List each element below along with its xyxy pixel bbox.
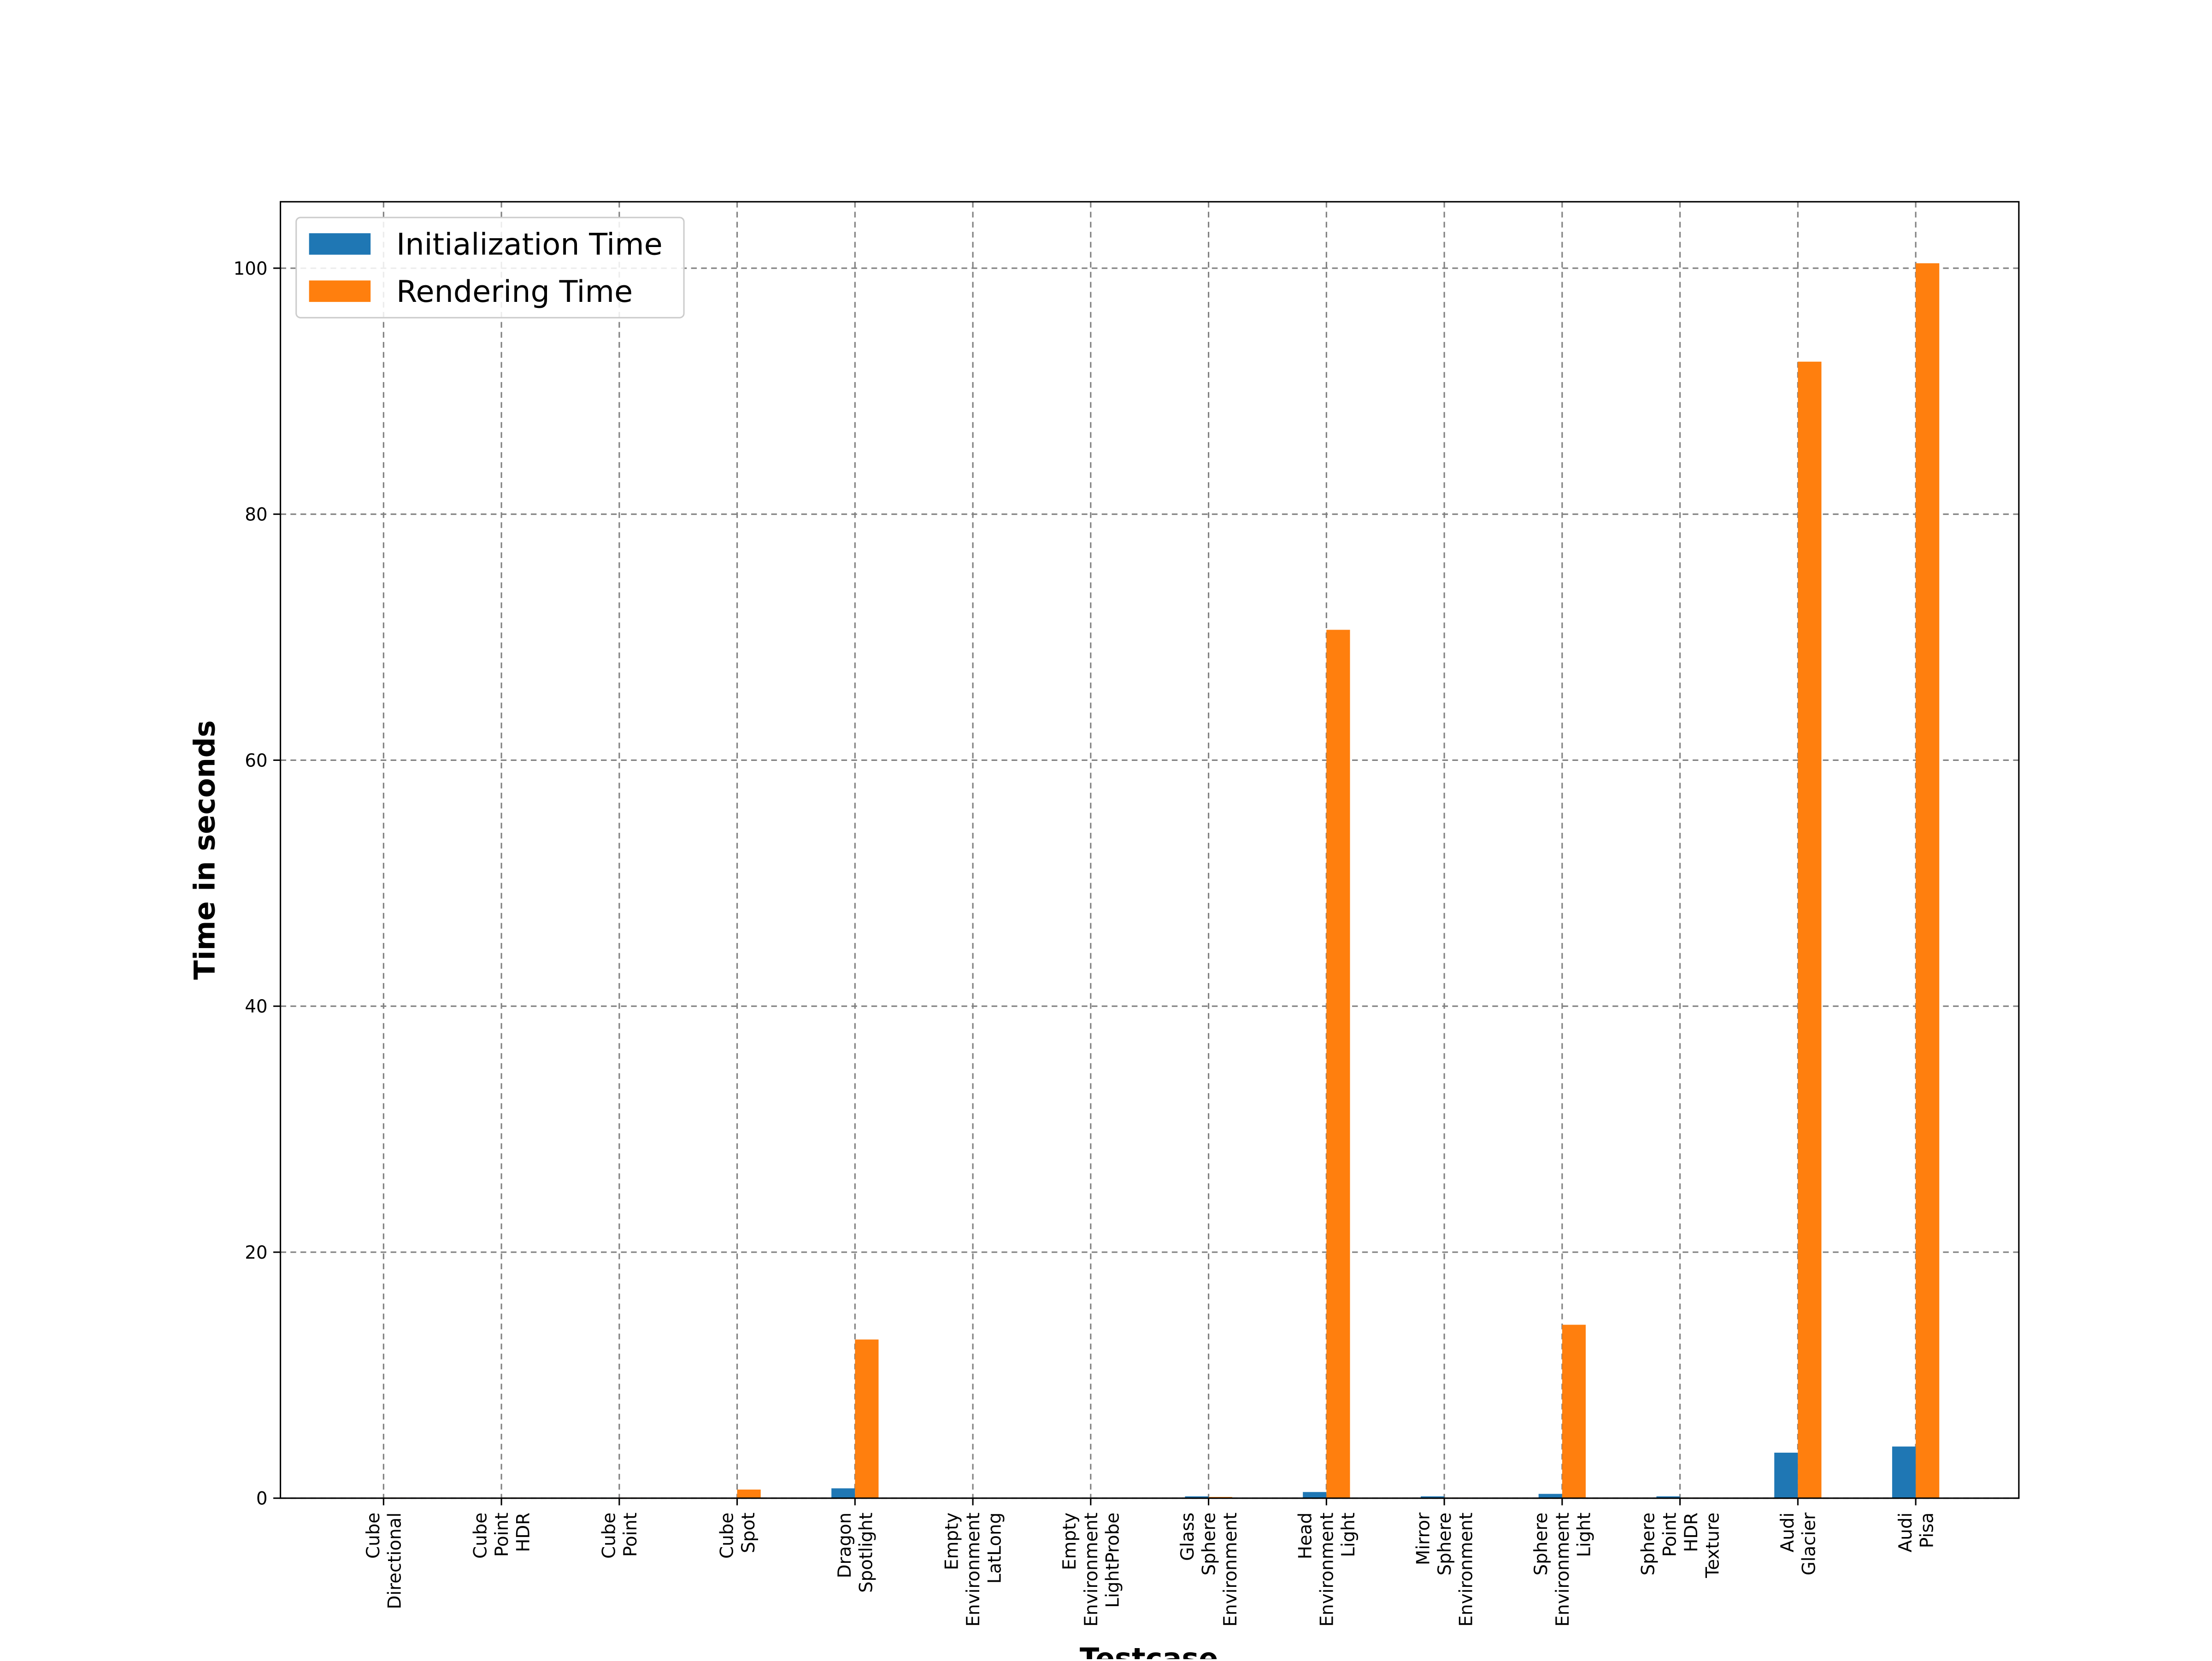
y-tick-label: 80: [245, 505, 267, 525]
bar: [831, 1488, 855, 1498]
bar: [1798, 362, 1821, 1498]
legend-swatch: [309, 233, 371, 255]
y-tick-label: 60: [245, 750, 267, 771]
bar: [1562, 1325, 1586, 1498]
legend-label: Initialization Time: [396, 227, 663, 262]
bar: [855, 1339, 878, 1498]
y-axis-label: Time in seconds: [188, 720, 222, 980]
y-tick-label: 0: [256, 1489, 268, 1509]
y-tick-label: 100: [234, 259, 268, 279]
x-axis-label: Testcase: [1080, 1642, 1218, 1659]
bar: [1774, 1453, 1798, 1498]
bar: [1916, 263, 1939, 1498]
y-tick-label: 20: [245, 1243, 267, 1263]
y-tick-label: 40: [245, 996, 267, 1017]
legend-label: Rendering Time: [396, 274, 633, 309]
legend-swatch: [309, 281, 371, 302]
bar: [1303, 1492, 1326, 1498]
bar: [737, 1490, 761, 1498]
bar: [1892, 1447, 1916, 1498]
bar: [1326, 630, 1350, 1498]
